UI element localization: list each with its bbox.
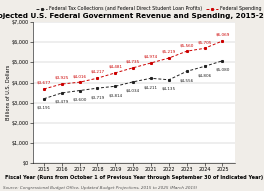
Text: $4,481: $4,481 <box>108 65 122 69</box>
Federal Spending <box>131 67 135 69</box>
Federal Tax Collections (and Federal Direct Student Loan Profits) <box>203 65 206 67</box>
Federal Tax Collections (and Federal Direct Student Loan Profits) <box>96 87 99 89</box>
Text: $3,925: $3,925 <box>55 76 69 80</box>
Federal Tax Collections (and Federal Direct Student Loan Profits) <box>131 81 135 83</box>
Line: Federal Spending: Federal Spending <box>43 40 223 90</box>
Text: $4,211: $4,211 <box>144 85 158 89</box>
Line: Federal Tax Collections (and Federal Direct Student Loan Profits): Federal Tax Collections (and Federal Dir… <box>43 60 223 100</box>
Text: Source: Congressional Budget Office, Updated Budget Projections, 2015 to 2025 (M: Source: Congressional Budget Office, Upd… <box>3 186 197 190</box>
Federal Spending <box>203 47 206 49</box>
Text: $4,556: $4,556 <box>180 78 194 82</box>
Federal Spending <box>221 40 224 42</box>
Text: $5,560: $5,560 <box>180 43 194 47</box>
Text: $4,135: $4,135 <box>162 87 176 91</box>
Federal Spending <box>114 72 117 74</box>
Federal Tax Collections (and Federal Direct Student Loan Profits) <box>42 98 45 100</box>
Text: $3,814: $3,814 <box>108 93 122 97</box>
Federal Tax Collections (and Federal Direct Student Loan Profits) <box>221 60 224 62</box>
Federal Tax Collections (and Federal Direct Student Loan Profits) <box>78 89 81 92</box>
Y-axis label: Billions of U.S. Dollars: Billions of U.S. Dollars <box>6 65 11 120</box>
X-axis label: Fiscal Year (Runs from October 1 of Previous Year through September 30 of Indica: Fiscal Year (Runs from October 1 of Prev… <box>5 175 263 180</box>
Text: $3,719: $3,719 <box>90 95 105 99</box>
Text: $4,217: $4,217 <box>90 70 105 74</box>
Text: $3,600: $3,600 <box>72 97 87 101</box>
Text: $4,974: $4,974 <box>144 55 158 59</box>
Federal Tax Collections (and Federal Direct Student Loan Profits) <box>60 92 63 94</box>
Text: $4,016: $4,016 <box>73 74 87 78</box>
Title: Projected U.S. Federal Government Revenue and Spending, 2015-2025: Projected U.S. Federal Government Revenu… <box>0 13 264 19</box>
Text: $6,069: $6,069 <box>215 33 230 37</box>
Text: $5,705: $5,705 <box>197 40 212 44</box>
Text: $4,735: $4,735 <box>126 60 140 64</box>
Federal Tax Collections (and Federal Direct Student Loan Profits) <box>149 77 153 79</box>
Federal Spending <box>96 77 99 79</box>
Federal Tax Collections (and Federal Direct Student Loan Profits) <box>114 85 117 87</box>
Legend: Federal Tax Collections (and Federal Direct Student Loan Profits), Federal Spend: Federal Tax Collections (and Federal Dir… <box>36 6 261 11</box>
Federal Tax Collections (and Federal Direct Student Loan Profits) <box>167 79 171 81</box>
Federal Spending <box>42 88 45 90</box>
Text: $3,479: $3,479 <box>55 100 69 104</box>
Text: $4,034: $4,034 <box>126 89 140 93</box>
Federal Spending <box>185 50 188 52</box>
Text: $3,677: $3,677 <box>37 81 51 85</box>
Federal Tax Collections (and Federal Direct Student Loan Profits) <box>185 70 188 73</box>
Text: $5,219: $5,219 <box>162 50 176 54</box>
Federal Spending <box>78 81 81 83</box>
Text: $4,806: $4,806 <box>197 73 212 77</box>
Text: $5,080: $5,080 <box>215 68 230 72</box>
Text: $3,191: $3,191 <box>37 106 51 110</box>
Federal Spending <box>149 62 153 64</box>
Federal Spending <box>167 57 171 59</box>
Federal Spending <box>60 83 63 85</box>
